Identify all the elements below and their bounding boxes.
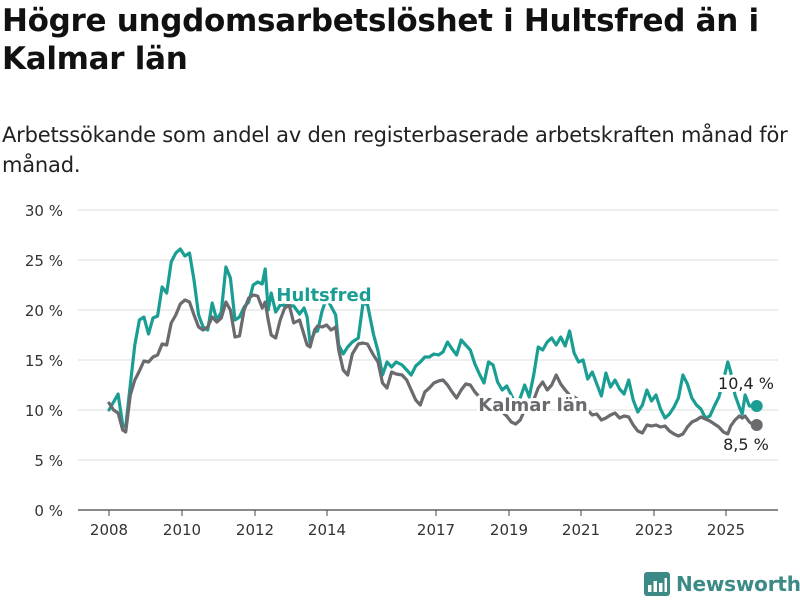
y-tick-label: 25 % — [25, 252, 63, 270]
x-tick-label: 2023 — [635, 521, 673, 539]
y-tick-label: 10 % — [25, 402, 63, 420]
series-label-hultsfred: Hultsfred — [276, 285, 371, 306]
x-tick-label: 2012 — [236, 521, 274, 539]
y-tick-label: 30 % — [25, 202, 63, 220]
series-label-kalmar-lan: Kalmar län — [478, 395, 587, 416]
end-label-hultsfred: 10,4 % — [718, 374, 774, 393]
newsworthy-logo-icon — [644, 572, 670, 596]
end-label-kalmar-lan: 8,5 % — [723, 435, 769, 454]
y-tick-label: 0 % — [34, 502, 63, 520]
x-tick-label: 2014 — [308, 521, 346, 539]
series-line-hultsfred — [107, 247, 756, 429]
series-line-kalmar-l-n — [107, 293, 756, 438]
end-label-kalmar-lan-halo: 8,5 % — [723, 435, 769, 454]
brand-name: Newsworthy — [676, 572, 800, 596]
x-tick-label: 2021 — [562, 521, 600, 539]
chart-title: Högre ungdomsarbetslöshet i Hultsfred än… — [2, 3, 759, 77]
y-tick-label: 15 % — [25, 352, 63, 370]
x-tick-label: 2008 — [90, 521, 128, 539]
x-tick-label: 2019 — [490, 521, 528, 539]
y-tick-label: 5 % — [34, 452, 63, 470]
axes: 0 % 5 % 10 % 15 % 20 % 25 % 30 % 2008 2010 2012 20… — [25, 202, 745, 539]
series-label-hultsfred-halo: Hultsfred — [276, 285, 371, 306]
x-tick-label: 2010 — [163, 521, 201, 539]
series — [107, 247, 763, 438]
x-tick-label: 2017 — [417, 521, 455, 539]
end-marker-hultsfred — [750, 400, 763, 412]
end-label-hultsfred-halo: 10,4 % — [718, 374, 774, 393]
brand-logo: Newsworthy — [644, 570, 800, 598]
y-tick-label: 20 % — [25, 302, 63, 320]
series-label-kalmar-lan-halo: Kalmar län — [478, 395, 587, 416]
chart-subtitle: Arbetssökande som andel av den registerb… — [2, 123, 788, 177]
end-marker-kalmar-l-n — [750, 419, 763, 431]
x-tick-label: 2025 — [707, 521, 745, 539]
